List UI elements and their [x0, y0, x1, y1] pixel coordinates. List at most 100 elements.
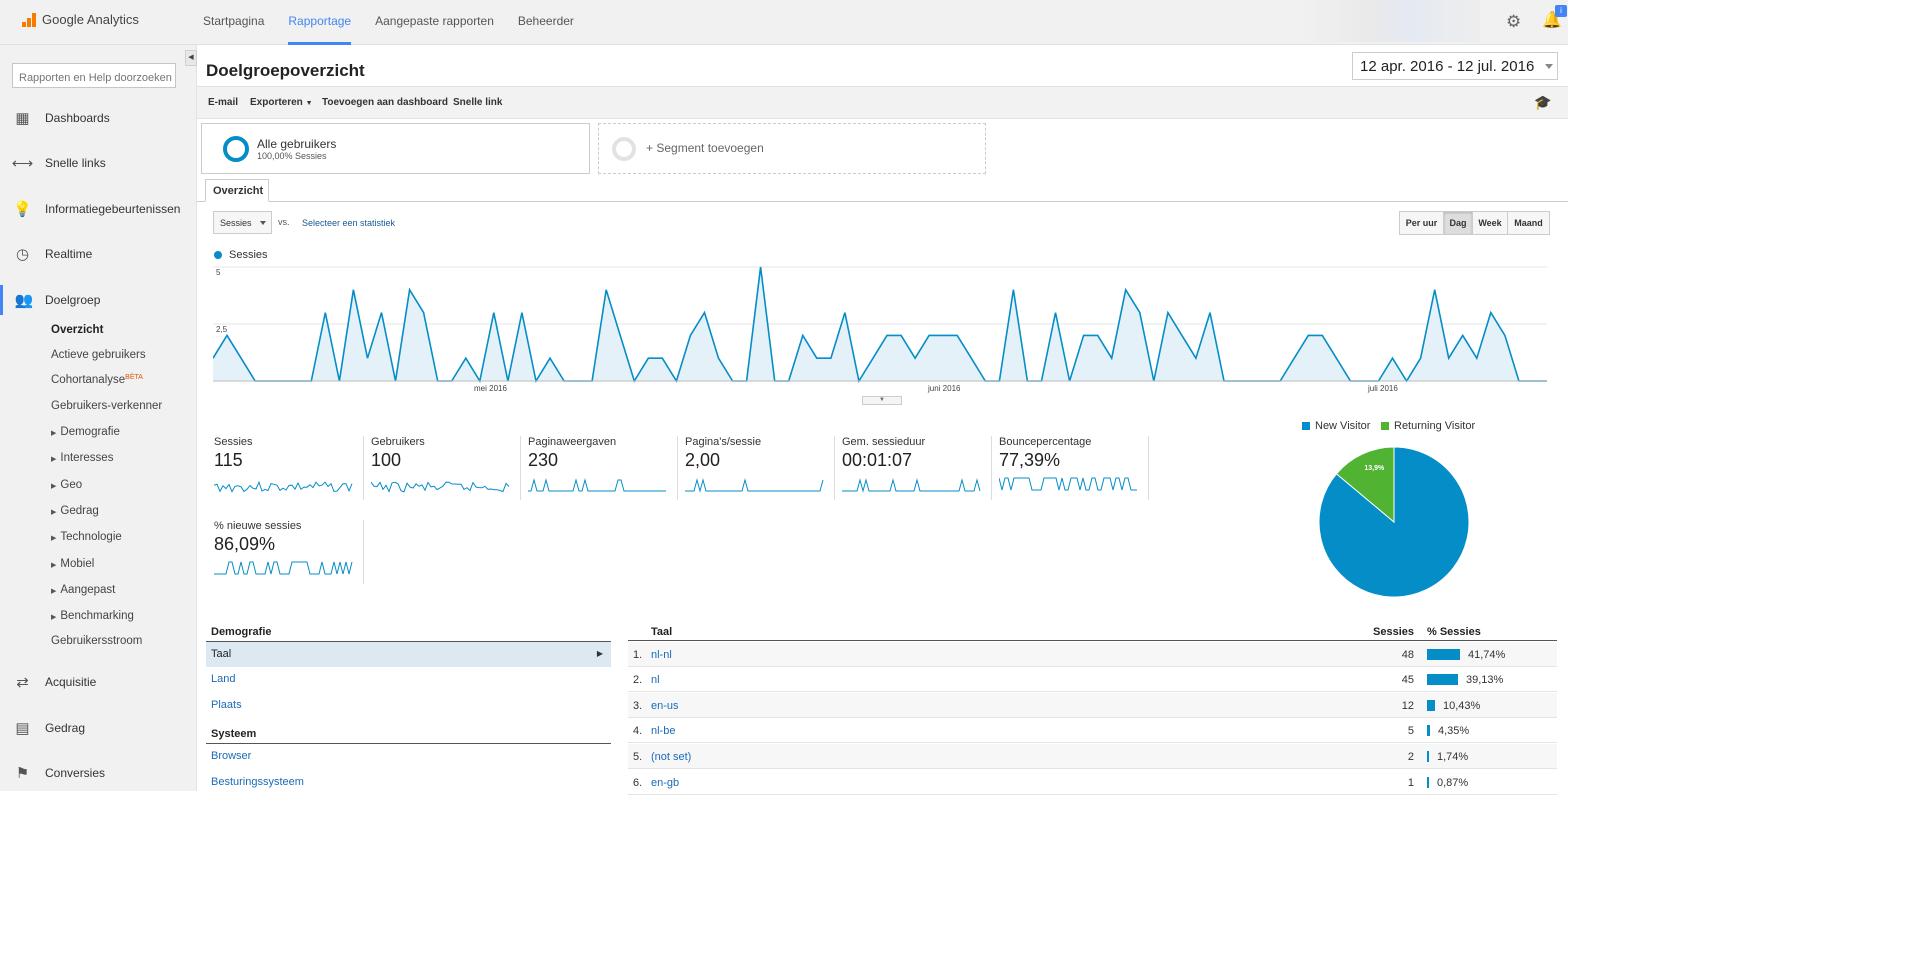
- metric-sessies[interactable]: Sessies 115: [214, 436, 364, 500]
- sidebar-sub-geo[interactable]: ▶ Geo: [51, 479, 82, 491]
- systeem-heading: Systeem: [206, 728, 611, 744]
- language-link[interactable]: en-gb: [651, 777, 680, 789]
- row-number: 3.: [633, 700, 643, 712]
- language-link[interactable]: nl-nl: [651, 649, 672, 661]
- table-row[interactable]: 3. en-us 12 10,43%: [628, 693, 1557, 718]
- date-range-picker[interactable]: 12 apr. 2016 - 12 jul. 2016: [1352, 52, 1558, 80]
- collapse-sidebar-button[interactable]: ◀: [185, 50, 197, 66]
- sidebar-sub-gebruikers-verkenner[interactable]: Gebruikers-verkenner: [51, 400, 163, 412]
- quick-link-button[interactable]: Snelle link: [453, 97, 503, 108]
- nav-startpagina[interactable]: Startpagina: [203, 14, 265, 28]
- nav-beheerder[interactable]: Beheerder: [517, 14, 574, 28]
- language-link[interactable]: nl-be: [651, 725, 676, 737]
- account-selector[interactable]: [1300, 0, 1480, 42]
- metric-selector-label: Sessies: [220, 218, 252, 228]
- sessions-line-chart[interactable]: [213, 262, 1547, 386]
- sidebar-item-label: Acquisitie: [45, 675, 97, 689]
- gear-icon[interactable]: ⚙: [1506, 12, 1522, 31]
- x-tick-label: juli 2016: [1368, 384, 1398, 393]
- triangle-right-icon: ▶: [51, 588, 57, 595]
- select-statistic-link[interactable]: Selecteer een statistiek: [302, 218, 396, 228]
- sidebar-sub-interesses[interactable]: ▶ Interesses: [51, 452, 113, 464]
- column-header-sessies[interactable]: Sessies: [1373, 626, 1414, 638]
- app-logo[interactable]: Google Analytics: [22, 12, 139, 27]
- language-link[interactable]: nl: [651, 674, 660, 686]
- dem-item-browser[interactable]: Browser: [211, 750, 252, 762]
- metric-gebruikers[interactable]: Gebruikers 100: [371, 436, 521, 500]
- segment-ring-icon: [612, 137, 636, 161]
- search-input[interactable]: [12, 63, 176, 88]
- chart-resize-handle[interactable]: ▼: [862, 396, 902, 405]
- sidebar-item-label: Gedrag: [45, 721, 86, 735]
- sparkline: [842, 478, 981, 493]
- clock-icon: ◷: [15, 246, 30, 263]
- language-link[interactable]: en-us: [651, 700, 679, 712]
- sidebar-sub-actieve-gebruikers[interactable]: Actieve gebruikers: [51, 349, 146, 361]
- table-row[interactable]: 5. (not set) 2 1,74%: [628, 744, 1557, 769]
- language-link[interactable]: (not set): [651, 751, 692, 763]
- sidebar-item-realtime[interactable]: ◷ Realtime: [0, 239, 197, 269]
- dem-item-land[interactable]: Land: [211, 673, 236, 685]
- table-row[interactable]: 4. nl-be 5 4,35%: [628, 718, 1557, 743]
- date-range-label: 12 apr. 2016 - 12 jul. 2016: [1360, 58, 1535, 75]
- sidebar-sub-gedrag[interactable]: ▶ Gedrag: [51, 505, 99, 517]
- add-segment-button[interactable]: + Segment toevoegen: [598, 123, 986, 174]
- nav-rapportage[interactable]: Rapportage: [288, 0, 352, 45]
- segment-all-users[interactable]: Alle gebruikers 100,00% Sessies: [201, 123, 590, 174]
- graduation-cap-icon[interactable]: 🎓: [1534, 94, 1552, 110]
- metric-label: Paginaweergaven: [528, 436, 617, 448]
- metric-label: Sessies: [214, 436, 253, 448]
- metric-selector[interactable]: Sessies: [213, 211, 272, 234]
- sidebar-item-snelle-links[interactable]: ⟷ Snelle links: [0, 148, 197, 178]
- table-row[interactable]: 1. nl-nl 48 41,74%: [628, 642, 1557, 667]
- metric-bouncepercentage[interactable]: Bouncepercentage 77,39%: [999, 436, 1149, 500]
- table-row[interactable]: 2. nl 45 39,13%: [628, 667, 1557, 692]
- export-button[interactable]: Exporteren ▼: [250, 97, 313, 108]
- sidebar-sub-demografie[interactable]: ▶ Demografie: [51, 426, 120, 438]
- sidebar-sub-label: Aangepast: [60, 584, 116, 596]
- sidebar-sub-gebruikersstroom[interactable]: Gebruikersstroom: [51, 635, 143, 647]
- add-to-dashboard-button[interactable]: Toevoegen aan dashboard: [322, 97, 448, 108]
- sparkline: [214, 561, 353, 575]
- metric-gem-sessieduur[interactable]: Gem. sessieduur 00:01:07: [842, 436, 992, 500]
- dem-item-taal[interactable]: Taal ▶: [206, 642, 611, 667]
- dem-item-besturingssysteem[interactable]: Besturingssysteem: [211, 776, 304, 788]
- period-week[interactable]: Week: [1472, 211, 1508, 235]
- metric-value: 2,00: [685, 450, 721, 470]
- sidebar-item-conversies[interactable]: ⚑ Conversies: [0, 758, 197, 788]
- percentage-bar: [1427, 725, 1430, 736]
- period-maand[interactable]: Maand: [1507, 211, 1550, 235]
- sidebar-sub-aangepast[interactable]: ▶ Aangepast: [51, 584, 115, 596]
- dem-item-plaats[interactable]: Plaats: [211, 699, 242, 711]
- metric-paginaweergaven[interactable]: Paginaweergaven 230: [528, 436, 678, 500]
- sidebar-item-informatiegebeurtenissen[interactable]: 💡 Informatiegebeurtenissen: [0, 194, 197, 224]
- sidebar-sub-technologie[interactable]: ▶ Technologie: [51, 531, 122, 543]
- sidebar-sub-overzicht[interactable]: Overzicht: [51, 324, 104, 336]
- sidebar-item-acquisitie[interactable]: ⇄ Acquisitie: [0, 667, 197, 697]
- column-header-pct-sessies[interactable]: % Sessies: [1427, 626, 1481, 638]
- sidebar-item-gedrag[interactable]: ▤ Gedrag: [0, 713, 197, 743]
- visitor-type-pie-chart[interactable]: 86,1% 13,9%: [1318, 446, 1470, 598]
- sidebar-item-label: Snelle links: [45, 156, 106, 170]
- sidebar-sub-mobiel[interactable]: ▶ Mobiel: [51, 558, 94, 570]
- period-dag[interactable]: Dag: [1443, 211, 1473, 235]
- sidebar-item-dashboards[interactable]: ▦ Dashboards: [0, 103, 197, 133]
- metric-paginas-per-sessie[interactable]: Pagina's/sessie 2,00: [685, 436, 835, 500]
- acquisition-icon: ⇄: [16, 674, 29, 691]
- top-nav: Startpagina Rapportage Aangepaste rappor…: [203, 0, 598, 45]
- pie-slice[interactable]: [1335, 446, 1395, 524]
- pie-legend-new[interactable]: New Visitor: [1302, 420, 1370, 432]
- period-per-uur[interactable]: Per uur: [1399, 211, 1444, 235]
- table-row[interactable]: 6. en-gb 1 0,87%: [628, 770, 1557, 795]
- sidebar-sub-benchmarking[interactable]: ▶ Benchmarking: [51, 610, 134, 622]
- row-number: 4.: [633, 725, 643, 737]
- sidebar-item-doelgroep[interactable]: 👥 Doelgroep: [0, 285, 197, 315]
- nav-aangepaste-rapporten[interactable]: Aangepaste rapporten: [375, 14, 494, 28]
- pie-legend-returning[interactable]: Returning Visitor: [1381, 420, 1475, 432]
- email-button[interactable]: E-mail: [208, 97, 239, 108]
- sidebar-sub-cohortanalyse[interactable]: CohortanalyseBÈTA: [51, 374, 143, 386]
- tab-overzicht[interactable]: Overzicht: [205, 179, 269, 202]
- percentage-bar: [1427, 649, 1460, 660]
- sparkline: [214, 480, 353, 493]
- metric-nieuwe-sessies[interactable]: % nieuwe sessies 86,09%: [214, 520, 364, 584]
